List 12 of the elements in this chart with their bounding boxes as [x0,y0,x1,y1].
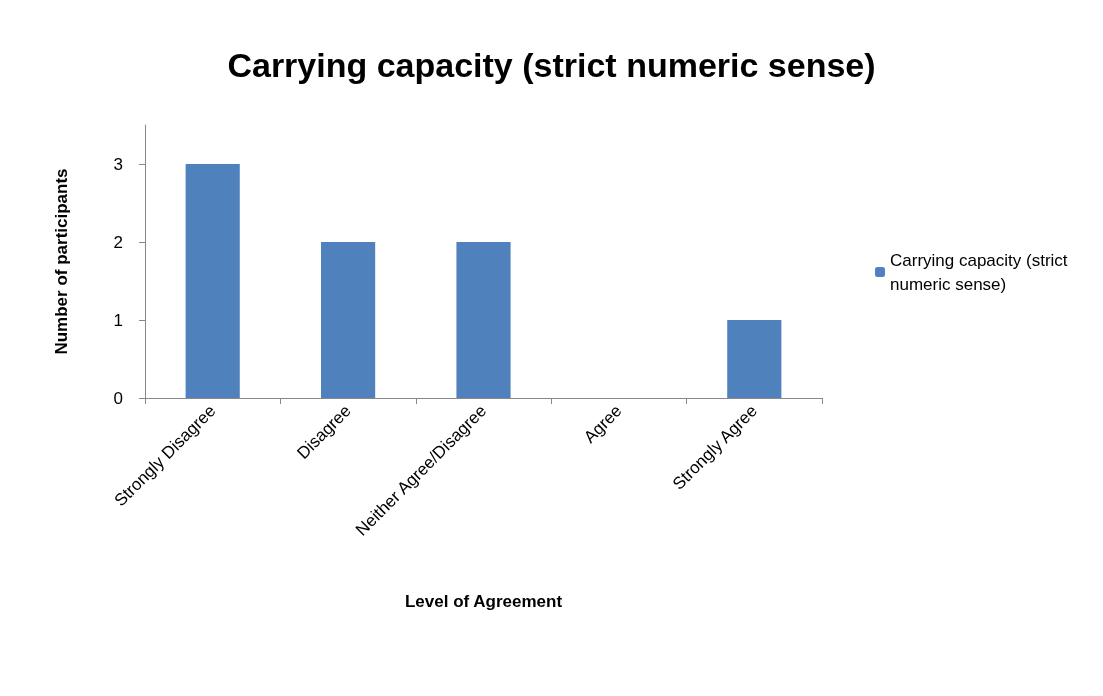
bar [456,242,511,398]
bar [727,320,782,398]
y-tick-label: 1 [113,310,123,330]
y-tick-label: 0 [113,388,123,408]
y-tick-label: 3 [113,154,123,174]
chart-title: Carrying capacity (strict numeric sense) [227,46,876,84]
y-tick-label: 2 [113,232,123,252]
bar [321,242,376,398]
x-axis-title: Level of Agreement [404,592,563,611]
y-axis-title: Number of participants [52,168,71,355]
bar [185,164,240,398]
legend-label: Carrying capacity (strict numeric sense) [890,250,1073,294]
